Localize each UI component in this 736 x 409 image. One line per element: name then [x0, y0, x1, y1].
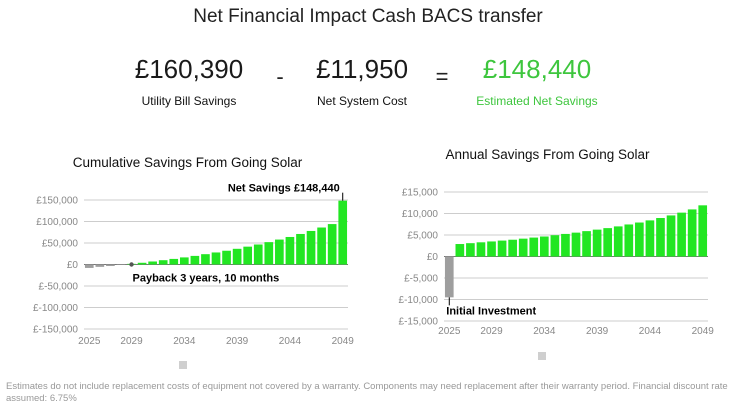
y-tick-label: £-10,000: [399, 295, 439, 306]
x-tick-label: 2039: [226, 336, 249, 347]
bar: [106, 264, 115, 267]
bar: [677, 212, 686, 257]
bar: [582, 231, 591, 257]
y-tick-label: £-100,000: [33, 303, 78, 314]
cumulative-savings-chart: £150,000 £100,000 £50,000 £0 £-50,000 £-100,0…: [33, 183, 355, 347]
system-cost-label: Net System Cost: [316, 94, 408, 108]
x-tick-label: 2034: [533, 326, 556, 337]
bill-savings-label: Utility Bill Savings: [141, 94, 237, 108]
cumulative-legend-marker: [179, 361, 187, 369]
page-title: Net Financial Impact Cash BACS transfer: [193, 6, 543, 27]
y-tick-label: £-50,000: [39, 282, 79, 293]
bar: [158, 260, 168, 265]
bar: [656, 218, 665, 257]
annual-savings-chart: £15,000 £10,000 £5,000 £0 £-5,000 £-10,000 £-1…: [399, 188, 715, 338]
net-savings-annotation: Net Savings £148,440: [228, 183, 340, 195]
bill-savings-value: £160,390: [134, 54, 244, 84]
bar: [561, 233, 570, 257]
bar: [571, 232, 581, 257]
y-tick-label: £10,000: [402, 209, 439, 220]
x-tick-label: 2029: [120, 336, 143, 347]
bar: [338, 200, 348, 265]
annual-chart-title: Annual Savings From Going Solar: [445, 147, 650, 162]
payback-marker: [129, 262, 134, 267]
bar: [148, 261, 157, 265]
bar: [222, 250, 231, 265]
bar: [645, 220, 655, 257]
x-tick-label: 2025: [78, 336, 101, 347]
minus-sign: -: [276, 64, 284, 89]
bar: [285, 236, 295, 265]
bar: [190, 255, 200, 265]
y-tick-label: £-5,000: [404, 274, 438, 285]
bar: [666, 215, 676, 257]
bar: [613, 226, 623, 257]
bar: [201, 254, 210, 265]
bar: [529, 237, 539, 257]
bar: [476, 242, 486, 257]
bar: [95, 264, 105, 267]
net-savings-value: £148,440: [482, 54, 592, 84]
payback-annotation: Payback 3 years, 10 months: [133, 273, 280, 285]
y-tick-label: £50,000: [42, 239, 79, 250]
annual-legend-marker: [538, 352, 546, 360]
y-tick-label: £100,000: [36, 217, 78, 228]
bar: [306, 230, 316, 265]
bar: [550, 235, 560, 257]
bar: [687, 209, 697, 257]
y-tick-label: £15,000: [402, 188, 439, 199]
bar: [264, 242, 274, 265]
footnote: Estimates do not include replacement cos…: [6, 381, 728, 404]
bar: [116, 264, 126, 265]
x-tick-label: 2049: [332, 336, 355, 347]
bar: [169, 258, 179, 265]
bar: [232, 248, 242, 265]
y-tick-label: £0: [67, 260, 79, 271]
bar: [296, 233, 305, 265]
bar: [539, 236, 549, 257]
bar: [179, 257, 189, 265]
bar: [444, 256, 454, 298]
y-tick-label: £0: [427, 252, 439, 263]
equals-sign: =: [435, 64, 449, 89]
bar: [253, 244, 263, 265]
y-tick-label: £150,000: [36, 196, 78, 207]
x-tick-label: 2034: [173, 336, 196, 347]
y-tick-label: £-150,000: [33, 325, 78, 336]
bar: [508, 239, 517, 257]
bar: [487, 241, 496, 257]
bar: [698, 205, 708, 257]
bar: [455, 244, 465, 257]
x-tick-label: 2049: [692, 326, 715, 337]
bar: [497, 240, 507, 257]
bar: [592, 229, 602, 257]
bar: [624, 224, 634, 257]
initial-investment-annotation: Initial Investment: [446, 305, 536, 317]
bar: [84, 264, 94, 268]
bar: [211, 252, 221, 265]
x-tick-label: 2039: [586, 326, 609, 337]
x-tick-label: 2044: [279, 336, 302, 347]
bar: [243, 246, 253, 265]
cumulative-chart-title: Cumulative Savings From Going Solar: [72, 155, 303, 170]
bar: [635, 222, 644, 257]
y-tick-label: £-15,000: [399, 317, 439, 328]
bar: [466, 243, 475, 257]
bar: [275, 239, 284, 265]
x-tick-label: 2044: [639, 326, 662, 337]
y-tick-label: £5,000: [407, 231, 438, 242]
bar: [137, 262, 147, 265]
x-tick-label: 2029: [480, 326, 503, 337]
bar: [317, 227, 326, 265]
bar: [518, 238, 528, 257]
net-savings-label: Estimated Net Savings: [476, 94, 598, 108]
x-tick-label: 2025: [438, 326, 461, 337]
bar: [327, 224, 337, 265]
system-cost-value: £11,950: [315, 54, 409, 84]
bar: [603, 228, 613, 257]
